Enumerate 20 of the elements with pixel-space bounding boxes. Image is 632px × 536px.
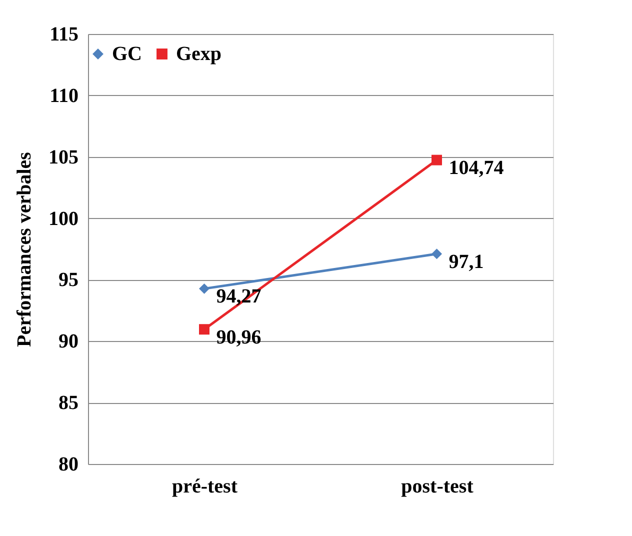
y-axis-title: Performances verbales xyxy=(14,152,36,347)
x-tick-label: pré-test xyxy=(172,476,238,498)
y-tick-label: 110 xyxy=(50,84,78,107)
legend-label: Gexp xyxy=(176,43,222,65)
y-tick-label: 115 xyxy=(50,24,78,46)
data-label: 104,74 xyxy=(448,157,504,180)
data-label: 97,1 xyxy=(448,250,484,273)
y-tick-label: 85 xyxy=(58,392,78,414)
y-tick-label: 105 xyxy=(48,146,78,168)
point xyxy=(199,283,210,294)
y-tick-label: 95 xyxy=(58,269,78,292)
point xyxy=(432,248,442,260)
data-label: 90,96 xyxy=(216,326,262,348)
point xyxy=(199,324,210,335)
x-tick-label: post-test xyxy=(401,476,474,498)
y-tick-label: 80 xyxy=(58,454,78,476)
y-tick-label: 100 xyxy=(48,208,78,230)
point xyxy=(432,154,442,166)
y-tick-label: 90 xyxy=(58,330,78,353)
legend-label: GC xyxy=(112,43,142,65)
